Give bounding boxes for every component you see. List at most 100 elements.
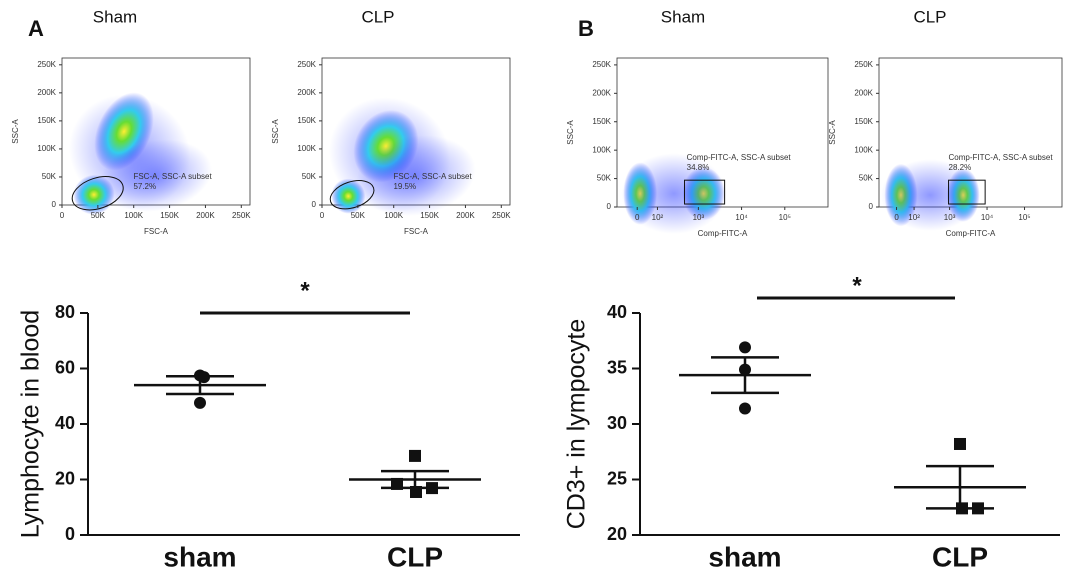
- y-tick-label: 200K: [854, 88, 873, 97]
- y-tick-label: 0: [52, 200, 57, 209]
- y-tick-label: 50K: [597, 174, 612, 183]
- x-tick-label: 0: [894, 213, 899, 222]
- gate: [329, 180, 375, 210]
- y-axis-label: SSC-A: [828, 120, 837, 145]
- x-tick-label: 10²: [652, 213, 664, 222]
- y-axis-label: SSC-A: [566, 120, 575, 145]
- y-axis-label: SSC-A: [11, 119, 20, 144]
- y-tick-label: 50K: [42, 172, 57, 181]
- panel-label: B: [578, 16, 594, 41]
- plot-title: Sham: [661, 7, 705, 26]
- x-tick-label: 250K: [232, 211, 251, 220]
- x-tick-label: 0: [60, 211, 65, 220]
- x-tick-label: 150K: [420, 211, 439, 220]
- data-point: [410, 485, 422, 498]
- data-point: [194, 396, 206, 409]
- panel-label: A: [28, 16, 44, 41]
- significance-label: *: [300, 277, 310, 304]
- y-tick-label: 100K: [854, 145, 873, 154]
- gate-label: 34.8%: [687, 163, 710, 172]
- x-tick-label: 10²: [908, 213, 920, 222]
- data-point: [956, 502, 968, 515]
- x-axis-label: Comp-FITC-A: [946, 229, 996, 238]
- x-tick-label: 100K: [384, 211, 403, 220]
- gate: [684, 179, 726, 205]
- y-tick-label: 0: [869, 202, 874, 211]
- y-tick-label: 100K: [592, 145, 611, 154]
- x-tick-label: 10⁴: [735, 213, 748, 222]
- y-tick-label: 50K: [302, 172, 317, 181]
- y-tick-label: 200K: [592, 88, 611, 97]
- y-tick-label: 250K: [37, 60, 56, 69]
- y-tick-label: 250K: [297, 60, 316, 69]
- data-point: [198, 371, 210, 384]
- plot-title: Sham: [93, 7, 137, 26]
- gate-label: 57.2%: [133, 182, 156, 191]
- y-tick-label: 200K: [37, 88, 56, 97]
- density-cloud: [621, 153, 727, 234]
- gate-label: 19.5%: [393, 182, 416, 191]
- x-tick-label: 0: [635, 213, 640, 222]
- data-point: [409, 449, 421, 462]
- x-tick-label: 250K: [492, 211, 511, 220]
- y-tick-label: 60: [55, 357, 75, 377]
- data-point: [426, 482, 438, 495]
- data-point: [739, 341, 751, 354]
- density-cloud: [356, 135, 476, 217]
- x-tick-label: 10⁵: [1018, 213, 1030, 222]
- y-tick-label: 0: [65, 524, 75, 544]
- y-tick-label: 150K: [592, 117, 611, 126]
- x-axis-label: FSC-A: [404, 227, 429, 236]
- y-axis-label: SSC-A: [271, 119, 280, 144]
- y-tick-label: 250K: [854, 60, 873, 69]
- x-tick-label: 10⁴: [981, 213, 994, 222]
- gate-label: FSC-A, SSC-A subset: [133, 172, 212, 181]
- gate: [948, 179, 986, 205]
- x-tick-label: 0: [320, 211, 325, 220]
- x-tick-label: 200K: [456, 211, 475, 220]
- x-tick-label: 100K: [124, 211, 143, 220]
- plot-title: CLP: [913, 7, 946, 26]
- x-axis-label: Comp-FITC-A: [698, 229, 748, 238]
- data-point: [954, 437, 966, 450]
- y-tick-label: 20: [607, 524, 627, 544]
- x-tick-label: CLP: [932, 541, 988, 572]
- y-axis-label: CD3+ in lympocyte: [563, 319, 591, 530]
- x-tick-label: 150K: [160, 211, 179, 220]
- y-tick-label: 25: [607, 468, 627, 488]
- y-axis-label: Lymphocyte in blood: [17, 310, 45, 538]
- x-tick-label: 200K: [196, 211, 215, 220]
- data-point: [391, 477, 403, 490]
- significance-label: *: [852, 272, 862, 299]
- plot-title: CLP: [361, 7, 394, 26]
- gate-label: Comp-FITC-A, SSC-A subset: [687, 153, 792, 162]
- x-tick-label: sham: [163, 541, 236, 572]
- y-tick-label: 40: [607, 302, 627, 322]
- x-tick-label: 10³: [693, 213, 705, 222]
- y-tick-label: 150K: [37, 116, 56, 125]
- y-tick-label: 250K: [592, 60, 611, 69]
- x-axis-label: FSC-A: [144, 227, 169, 236]
- y-tick-label: 20: [55, 468, 75, 488]
- y-tick-label: 35: [607, 357, 627, 377]
- x-tick-label: sham: [708, 541, 781, 572]
- data-point: [739, 363, 751, 376]
- x-tick-label: 50K: [351, 211, 366, 220]
- y-tick-label: 0: [607, 202, 612, 211]
- x-tick-label: CLP: [387, 541, 443, 572]
- y-tick-label: 200K: [297, 88, 316, 97]
- y-tick-label: 40: [55, 413, 75, 433]
- data-point: [972, 502, 984, 515]
- y-tick-label: 50K: [859, 174, 874, 183]
- x-tick-label: 50K: [91, 211, 106, 220]
- y-tick-label: 0: [312, 200, 317, 209]
- y-tick-label: 80: [55, 302, 75, 322]
- gate-label: FSC-A, SSC-A subset: [393, 172, 472, 181]
- density-cloud: [880, 159, 980, 231]
- x-tick-label: 10⁵: [779, 213, 791, 222]
- y-tick-label: 100K: [297, 144, 316, 153]
- gate: [71, 176, 124, 211]
- y-tick-label: 150K: [297, 116, 316, 125]
- gate-label: Comp-FITC-A, SSC-A subset: [949, 153, 1054, 162]
